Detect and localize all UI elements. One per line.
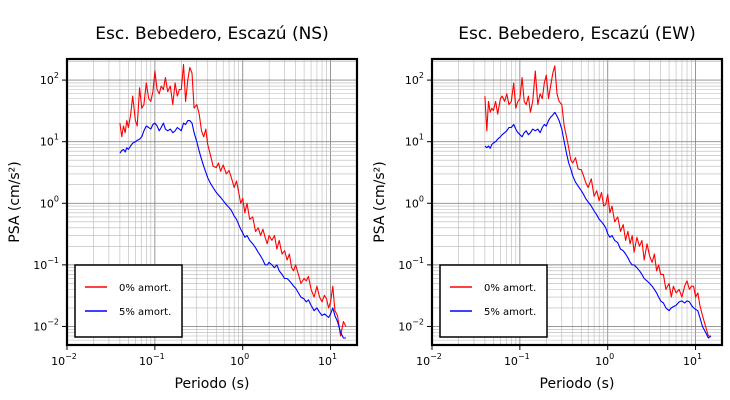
legend-label: 0% amort.	[119, 283, 171, 294]
legend-box	[439, 264, 548, 338]
x-tick-label: 10−1	[504, 352, 530, 368]
legend-box	[74, 264, 183, 338]
legend: 0% amort. 5% amort.	[74, 264, 183, 338]
y-tick-label: 101	[40, 133, 59, 149]
y-tick-label: 101	[405, 133, 424, 149]
y-axis-label: PSA (cm/s²)	[372, 161, 388, 243]
y-tick-label: 100	[405, 194, 424, 210]
x-tick-label: 10−2	[416, 352, 442, 368]
y-tick-label: 102	[40, 71, 59, 87]
y-tick-label: 10−2	[33, 317, 59, 333]
chart-title: Esc. Bebedero, Escazú (EW)	[458, 24, 695, 44]
chart-panel-2: Esc. Bebedero, Escazú (EW) 10−2 10−1 100 101…	[372, 24, 724, 392]
legend: 0% amort. 5% amort.	[439, 264, 548, 338]
x-axis-label: Periodo (s)	[540, 376, 615, 392]
y-tick-label: 10−1	[398, 256, 424, 272]
legend-label: 5% amort.	[119, 307, 171, 318]
x-tick-label: 100	[230, 352, 249, 368]
x-tick-label: 101	[683, 352, 702, 368]
chart-title: Esc. Bebedero, Escazú (NS)	[95, 24, 328, 44]
y-tick-label: 10−1	[33, 256, 59, 272]
plot-frame	[65, 57, 359, 347]
plot-frame	[430, 57, 724, 347]
y-tick-label: 100	[40, 194, 59, 210]
x-tick-label: 100	[595, 352, 614, 368]
y-tick-label: 10−2	[398, 317, 424, 333]
x-tick-label: 10−2	[51, 352, 77, 368]
series-line-undamped	[484, 65, 711, 337]
x-axis-label: Periodo (s)	[175, 376, 250, 392]
chart-panel-1: Esc. Bebedero, Escazú (NS) 10−2 10−1 100 101…	[7, 24, 359, 392]
legend-label: 0% amort.	[484, 283, 536, 294]
y-tick-label: 102	[405, 71, 424, 87]
legend-label: 5% amort.	[484, 307, 536, 318]
series-line-damped	[119, 120, 346, 339]
series-line-damped	[484, 111, 712, 339]
x-tick-label: 10−1	[139, 352, 165, 368]
y-axis-label: PSA (cm/s²)	[7, 161, 23, 243]
series-line-undamped	[119, 63, 347, 337]
x-tick-label: 101	[318, 352, 337, 368]
